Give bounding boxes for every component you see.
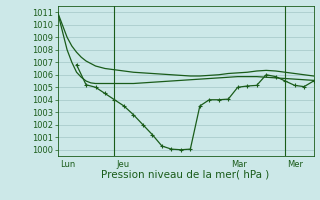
Text: Mar: Mar (231, 160, 246, 169)
Text: Lun: Lun (60, 160, 75, 169)
Text: Mer: Mer (288, 160, 304, 169)
X-axis label: Pression niveau de la mer( hPa ): Pression niveau de la mer( hPa ) (101, 170, 270, 180)
Text: Jeu: Jeu (117, 160, 130, 169)
